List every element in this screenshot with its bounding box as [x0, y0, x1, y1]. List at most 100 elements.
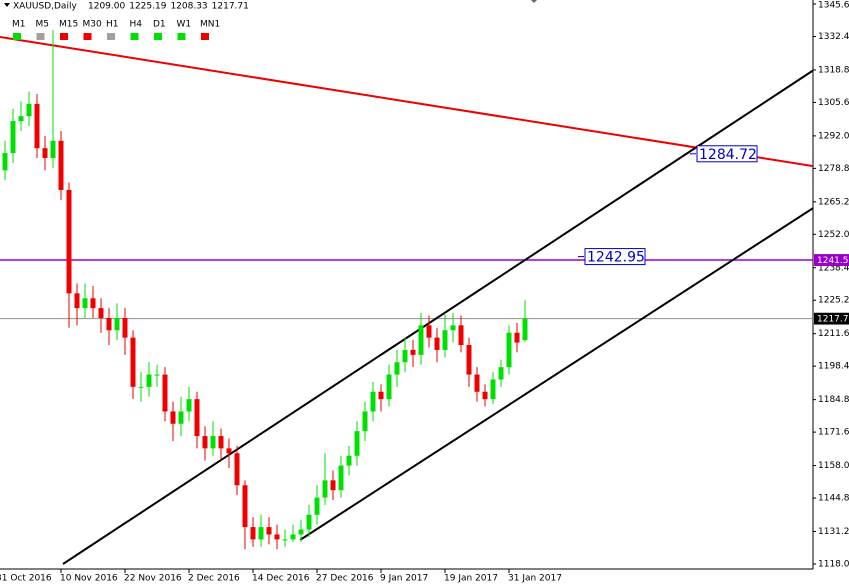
timeframe-label: M30 [83, 20, 102, 30]
y-tick-label: 1305.60 [818, 98, 849, 108]
x-tick-label: 2 Dec 2016 [188, 574, 240, 584]
x-tick-label: 31 Oct 2016 [0, 574, 52, 584]
candle-body [418, 325, 424, 355]
candle-body [58, 140, 64, 191]
candle-body [298, 529, 304, 535]
candle-body [498, 367, 504, 380]
candle-body [130, 337, 136, 387]
timeframe-status[interactable] [36, 33, 45, 40]
candle-body [18, 116, 24, 122]
candle-body [218, 436, 224, 449]
y-tick-label: 1171.60 [818, 428, 849, 438]
candle-body [290, 534, 296, 540]
timeframe-status[interactable] [60, 33, 68, 40]
candle-body [466, 345, 472, 375]
candle-body [202, 436, 208, 449]
y-tick-label: 1144.80 [818, 494, 849, 504]
y-tick-label: 1118.00 [818, 560, 849, 570]
trendline [299, 206, 813, 541]
y-tick-label: 1158.00 [818, 461, 849, 471]
x-tick-label: 31 Jan 2017 [508, 574, 562, 584]
candle-body [66, 190, 72, 294]
axis-price-bg [814, 312, 849, 325]
y-tick-label: 1225.20 [818, 296, 849, 306]
candle-body [114, 317, 120, 331]
candle-body [370, 391, 376, 412]
timeframe-label: M5 [36, 20, 50, 30]
candle-body [314, 497, 320, 515]
candle-body [346, 455, 352, 466]
x-tick-label: 14 Dec 2016 [252, 574, 310, 584]
candle-body [170, 411, 176, 424]
candle-body [322, 480, 328, 498]
candle-body [234, 453, 240, 486]
header-value: 1208.33 [170, 2, 207, 12]
price-label-box [696, 145, 758, 163]
axis-price-label: 1241.53 [817, 256, 849, 266]
candle-body [242, 485, 248, 528]
axis-price-box: 1217.71 [814, 312, 849, 325]
candle-body [410, 349, 416, 355]
candle-body [42, 148, 48, 159]
y-tick-label: 1238.40 [818, 263, 849, 273]
candle-body [82, 298, 88, 309]
scroll-marker [531, 0, 537, 3]
axis-price-label: 1217.71 [817, 315, 849, 325]
candle-body [402, 349, 408, 363]
x-tick-label: 27 Dec 2016 [316, 574, 374, 584]
timeframe-label: H4 [130, 20, 143, 30]
candle-body [362, 411, 368, 432]
candle-body [490, 379, 496, 400]
candle-body [450, 325, 456, 331]
y-tick-label: 1318.80 [818, 65, 849, 75]
candle-body [26, 103, 32, 117]
candle-body [426, 325, 432, 338]
price-label: 1242.95 [587, 250, 645, 266]
candle-body [506, 332, 512, 368]
candle-body [434, 337, 440, 350]
candle-body [34, 103, 40, 149]
header-value: 1225.19 [129, 2, 166, 12]
axis-price-bg [814, 254, 849, 267]
y-tick-label: 1211.60 [818, 329, 849, 339]
timeframe-status[interactable] [177, 33, 186, 40]
candle-body [274, 534, 280, 540]
timeframe-status[interactable] [154, 33, 162, 40]
header-value: 1209.00 [88, 2, 125, 12]
header-value: 1217.71 [212, 2, 249, 12]
y-tick-label: 1278.80 [818, 164, 849, 174]
candle-body [194, 399, 200, 437]
x-tick-label: 9 Jan 2017 [380, 574, 428, 584]
timeframe-label: W1 [177, 20, 192, 30]
candle-body [330, 480, 336, 491]
y-tick-label: 1265.20 [818, 197, 849, 207]
candle-body [306, 514, 312, 530]
y-tick-label: 1252.00 [818, 230, 849, 240]
candle-body [2, 153, 8, 171]
candle-body [442, 330, 448, 350]
candle-body [90, 298, 96, 309]
timeframe-label: D1 [153, 20, 166, 30]
candle-body [266, 527, 272, 535]
timeframe-status[interactable] [83, 33, 92, 40]
timeframe-status[interactable] [130, 33, 139, 40]
timeframe-status[interactable] [201, 33, 209, 40]
timeframe-status[interactable] [13, 33, 21, 40]
candle-body [338, 465, 344, 491]
candle-body [178, 411, 184, 424]
candle-body [74, 293, 80, 309]
timeframe-status[interactable] [107, 33, 115, 40]
candle-body [522, 318, 528, 341]
menu-icon[interactable] [4, 3, 10, 7]
candle-body [258, 527, 264, 540]
candle-body [458, 325, 464, 346]
candle-body [514, 332, 520, 343]
candle-body [386, 374, 392, 400]
candle-body [106, 317, 112, 331]
candle-body [122, 317, 128, 338]
timeframe-label: M1 [12, 20, 26, 30]
candle-body [282, 539, 288, 541]
candle-body [210, 436, 216, 449]
